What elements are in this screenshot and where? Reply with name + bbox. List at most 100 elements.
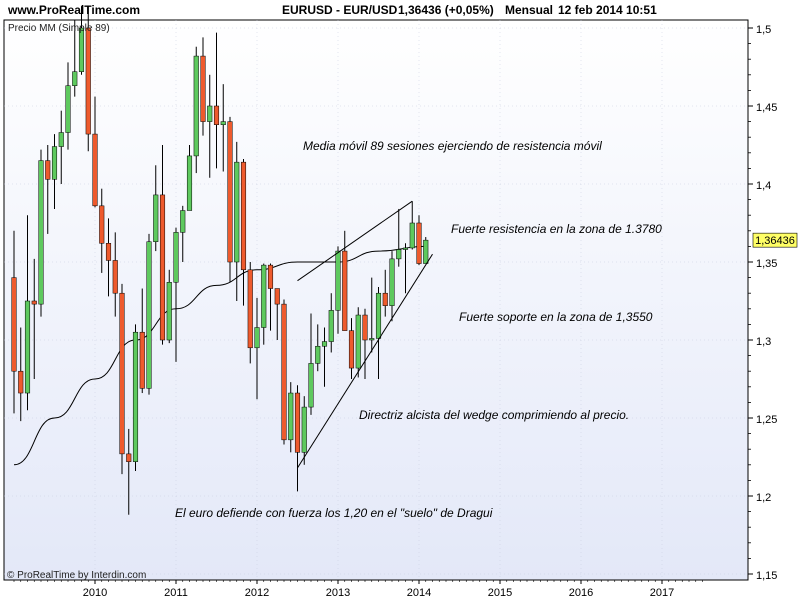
candle-bull	[180, 210, 186, 233]
candle-bear	[227, 121, 233, 263]
candle-bull	[288, 392, 294, 441]
ma-line	[13, 245, 426, 466]
candle-bear	[99, 205, 105, 244]
price-badge-value: 1,36436	[755, 235, 795, 247]
x-tick-label: 2012	[245, 587, 269, 599]
x-tick-label: 2013	[326, 587, 350, 599]
candle-bear	[362, 314, 368, 341]
candle-bear	[281, 303, 287, 441]
current-price: 1,36436 (+0,05%)	[398, 3, 494, 17]
y-axis: 1,15 1,2 1,25 1,3 1,35 1,4 1,45 1,5	[748, 24, 777, 582]
candle-bull	[38, 160, 44, 305]
annotation-wedge: Directriz alcista del wedge comprimiendo…	[359, 408, 629, 422]
candle-bear	[342, 250, 348, 331]
x-axis: 2010 2011 2012 2013 2014 2015 2016 2017	[13, 580, 703, 599]
annotation-floor: El euro defiende con fuerza los 1,20 en …	[175, 506, 493, 520]
site-url[interactable]: www.ProRealTime.com	[7, 3, 140, 17]
candle-bull	[207, 105, 213, 122]
candle-bear	[213, 105, 220, 125]
candle-bull	[220, 121, 226, 125]
candle-bear	[45, 160, 51, 180]
candle-bear	[348, 330, 355, 369]
candle-bull	[153, 194, 159, 242]
candle-bear	[294, 392, 301, 453]
candle-bull	[173, 232, 179, 283]
candle-bull	[308, 363, 314, 408]
candle-bear	[92, 133, 98, 207]
x-tick-label: 2010	[83, 587, 107, 599]
candle-bull	[132, 331, 139, 462]
y-tick-label: 1,35	[756, 258, 777, 270]
candle-bull	[146, 241, 152, 389]
candle-bull	[193, 55, 199, 157]
candle-bear	[139, 331, 145, 389]
candle-bull	[24, 300, 31, 394]
candle-bear	[240, 161, 247, 271]
candles	[11, 6, 429, 515]
moving-average	[13, 245, 426, 466]
candle-bear	[126, 453, 132, 462]
candle-bull	[369, 338, 375, 341]
candle-bear	[416, 222, 422, 264]
y-tick-label: 1,15	[756, 570, 777, 582]
candle-bear	[112, 260, 118, 294]
x-tick-label: 2015	[488, 587, 512, 599]
x-tick-label: 2011	[164, 587, 188, 599]
candle-bull	[389, 258, 395, 306]
period-label: Mensual	[505, 3, 553, 17]
candle-bull	[51, 146, 58, 180]
candle-bull	[65, 85, 71, 133]
candle-bear	[119, 292, 125, 455]
candle-bear	[200, 55, 206, 122]
wedge-support-line	[297, 253, 433, 469]
x-tick-label: 2014	[407, 587, 431, 599]
symbol-name: EURUSD - EUR/USD	[282, 3, 398, 17]
candle-bull	[335, 250, 341, 311]
candle-bear	[159, 194, 166, 341]
candle-bull	[375, 292, 382, 339]
candle-bull	[166, 282, 172, 341]
candle-bull	[315, 345, 321, 364]
candle-bull	[72, 71, 78, 86]
y-tick-label: 1,2	[756, 492, 771, 504]
y-tick-label: 1,4	[756, 180, 771, 192]
candle-bull	[328, 310, 334, 342]
annotation-ma: Media móvil 89 sesiones ejerciendo de re…	[303, 139, 602, 153]
candle-bear	[267, 264, 274, 289]
candle-bull	[409, 222, 415, 249]
candle-bear	[247, 269, 253, 349]
trendlines	[297, 200, 433, 469]
candle-bull	[186, 155, 193, 211]
candle-bull	[301, 406, 307, 453]
x-tick-label: 2017	[650, 587, 674, 599]
candle-bear	[105, 243, 112, 261]
candle-bear	[11, 277, 17, 372]
header-datetime: 12 feb 2014 10:51	[558, 3, 657, 17]
candle-bull	[423, 239, 429, 264]
annotation-support: Fuerte soporte en la zona de 1,3550	[459, 310, 653, 324]
candle-bear	[274, 288, 280, 305]
candle-bear	[382, 292, 388, 306]
candle-bull	[58, 132, 64, 147]
y-tick-label: 1,45	[756, 102, 777, 114]
candle-bull	[234, 161, 240, 263]
candle-bull	[254, 327, 260, 349]
candle-bull	[321, 341, 328, 347]
candle-bull	[78, 27, 85, 72]
x-tick-label: 2016	[569, 587, 593, 599]
candle-bear	[31, 300, 37, 305]
candle-bull	[261, 264, 267, 328]
footer-credit: © ProRealTime by Interdin.com	[7, 570, 146, 581]
candle-bull	[355, 314, 361, 369]
indicator-label: Precio MM (Simple 89)	[8, 23, 110, 34]
candle-bear	[18, 370, 24, 394]
annotation-resistance: Fuerte resistencia en la zona de 1.3780	[451, 222, 662, 236]
y-tick-label: 1,3	[756, 336, 771, 348]
candle-bull	[402, 247, 409, 250]
y-tick-label: 1,25	[756, 414, 777, 426]
wedge-resistance-line	[297, 200, 413, 282]
candle-bear	[85, 27, 91, 135]
price-badge: 1,36436	[752, 232, 798, 248]
y-tick-label: 1,5	[756, 24, 771, 36]
